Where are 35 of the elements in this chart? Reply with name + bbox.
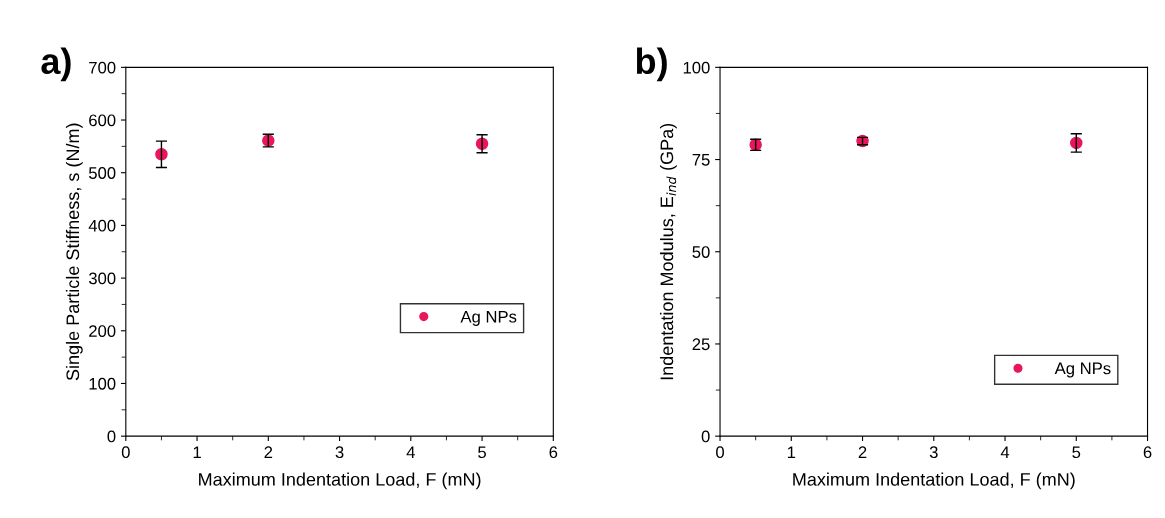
- y-tick-label: 400: [88, 219, 116, 232]
- x-tick-label: 1: [787, 446, 796, 458]
- y-tick-label: 100: [89, 377, 116, 390]
- y-tick-label: 100: [683, 61, 710, 74]
- x-tick-label: 4: [1000, 446, 1010, 458]
- y-tick-label: 0: [701, 430, 710, 443]
- x-tick-label: 4: [406, 446, 415, 458]
- y-tick-label: 0: [107, 430, 116, 443]
- chart-title: b): [636, 47, 667, 82]
- x-tick-label: 6: [549, 446, 558, 459]
- y-tick-label: 700: [89, 61, 116, 74]
- x-tick-label: 3: [929, 446, 938, 459]
- legend-label: Ag NPs: [1054, 362, 1111, 378]
- x-tick-label: 6: [1143, 446, 1152, 459]
- y-tick-label: 200: [89, 325, 116, 337]
- y-tick-label: 600: [89, 114, 116, 127]
- x-tick-label: 0: [121, 446, 130, 459]
- y-tick-label: 50: [692, 246, 710, 258]
- y-tick-label: 75: [692, 154, 710, 166]
- y-axis-title: Indentation Modulus, E$_{ind}$ (GPa): [659, 123, 677, 380]
- x-tick-label: 2: [858, 446, 867, 458]
- x-tick-label: 5: [1072, 446, 1081, 459]
- x-tick-label: 0: [716, 446, 725, 459]
- legend-label: Ag NPs: [460, 310, 517, 326]
- x-tick-label: 5: [478, 446, 486, 459]
- y-axis-title: Single Particle Stiffness, s (N/m): [65, 123, 83, 381]
- x-axis-title: Maximum Indentation Load, F (mN): [199, 472, 481, 490]
- chart-title: a): [41, 47, 71, 82]
- x-tick-label: 2: [264, 446, 273, 458]
- y-tick-label: 25: [692, 338, 710, 351]
- x-tick-label: 1: [193, 446, 201, 458]
- x-tick-label: 3: [335, 446, 344, 459]
- y-tick-label: 300: [88, 272, 116, 285]
- y-tick-label: 500: [88, 167, 116, 179]
- x-axis-title: Maximum Indentation Load, F (mN): [793, 472, 1075, 490]
